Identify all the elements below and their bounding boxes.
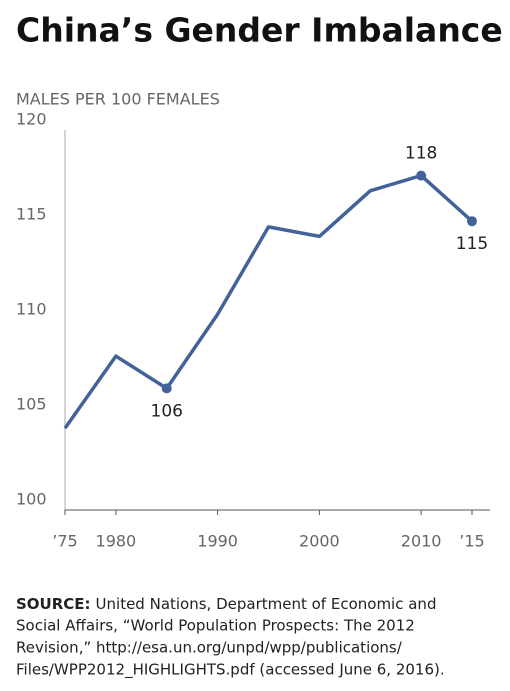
data-label: 115 [456,234,488,254]
data-line [63,173,474,430]
x-tick-label: 2000 [299,532,340,551]
y-tick-label: 110 [16,300,47,319]
x-tick-label: ’75 [52,532,77,551]
y-tick-label: 100 [16,490,47,509]
source-text: SOURCE: United Nations, Department of Eco… [16,595,436,613]
chart-title: China’s Gender Imbalance [16,11,503,50]
data-point [161,383,172,394]
data-label: 118 [405,144,437,164]
x-tick-label: 1980 [96,532,137,551]
data-label: 106 [151,401,183,421]
x-tick-label: ’15 [459,532,484,551]
source-label: SOURCE: [16,595,91,613]
source-text: Revision,” http://esa.un.org/unpd/wpp/pu… [16,639,403,657]
x-tick-label: 1990 [197,532,238,551]
source-line: United Nations, Department of Economic a… [96,595,437,613]
data-point [467,216,477,227]
y-tick-label: 120 [16,110,47,129]
source-text: Files/WPP2012_HIGHLIGHTS.pdf (accessed J… [16,661,445,680]
x-tick-label: 2010 [401,532,442,551]
y-tick-label: 115 [16,205,47,224]
data-point [416,170,427,181]
source-text: Social Affairs, “World Population Prospe… [16,617,415,635]
y-tick-label: 105 [16,395,47,414]
subtitle: MALES PER 100 FEMALES [16,90,220,109]
